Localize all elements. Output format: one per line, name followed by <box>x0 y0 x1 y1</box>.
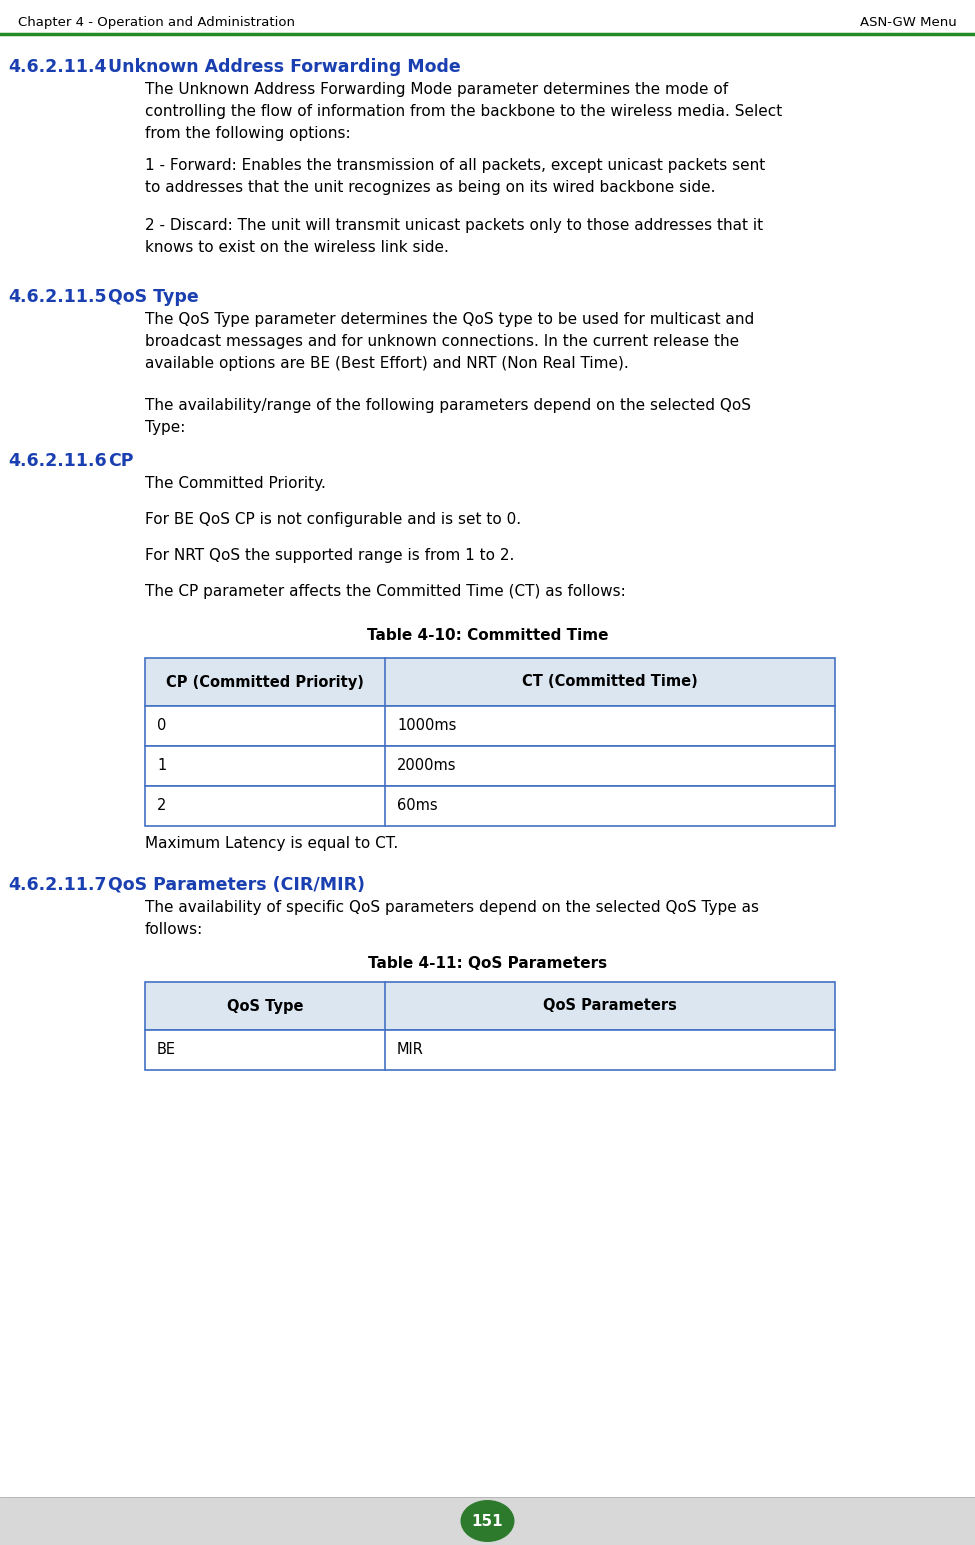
Text: 151: 151 <box>472 1514 503 1528</box>
Bar <box>145 786 835 827</box>
Text: For BE QoS CP is not configurable and is set to 0.: For BE QoS CP is not configurable and is… <box>145 511 521 527</box>
Text: 1000ms: 1000ms <box>397 718 456 734</box>
Text: 4.6.2.11.6: 4.6.2.11.6 <box>8 453 106 470</box>
Bar <box>145 746 835 786</box>
Text: 4.6.2.11.4: 4.6.2.11.4 <box>8 59 106 76</box>
Text: The availability/range of the following parameters depend on the selected QoS
Ty: The availability/range of the following … <box>145 399 751 436</box>
Text: The CP parameter affects the Committed Time (CT) as follows:: The CP parameter affects the Committed T… <box>145 584 626 599</box>
Bar <box>145 706 835 746</box>
Text: QoS Parameters (CIR/MIR): QoS Parameters (CIR/MIR) <box>108 876 365 895</box>
Ellipse shape <box>460 1500 515 1542</box>
Text: Maximum Latency is equal to CT.: Maximum Latency is equal to CT. <box>145 836 398 851</box>
Text: 2: 2 <box>157 799 167 814</box>
Text: CP: CP <box>108 453 134 470</box>
Text: Unknown Address Forwarding Mode: Unknown Address Forwarding Mode <box>108 59 461 76</box>
Text: 1 - Forward: Enables the transmission of all packets, except unicast packets sen: 1 - Forward: Enables the transmission of… <box>145 158 765 195</box>
Bar <box>145 983 835 1031</box>
Bar <box>145 1031 835 1071</box>
Text: 2 - Discard: The unit will transmit unicast packets only to those addresses that: 2 - Discard: The unit will transmit unic… <box>145 218 763 255</box>
Text: System Manual: System Manual <box>850 1530 957 1543</box>
Text: QoS Type: QoS Type <box>108 287 199 306</box>
Text: QoS Type: QoS Type <box>227 998 303 1014</box>
Text: Table 4-10: Committed Time: Table 4-10: Committed Time <box>367 627 608 643</box>
Text: 0: 0 <box>157 718 167 734</box>
Text: CP (Committed Priority): CP (Committed Priority) <box>166 675 364 689</box>
Text: 60ms: 60ms <box>397 799 438 814</box>
Bar <box>145 658 835 706</box>
Text: Chapter 4 - Operation and Administration: Chapter 4 - Operation and Administration <box>18 15 295 29</box>
Text: QoS Parameters: QoS Parameters <box>543 998 677 1014</box>
Text: The Unknown Address Forwarding Mode parameter determines the mode of
controlling: The Unknown Address Forwarding Mode para… <box>145 82 782 142</box>
Text: The QoS Type parameter determines the QoS type to be used for multicast and
broa: The QoS Type parameter determines the Qo… <box>145 312 755 371</box>
Text: For NRT QoS the supported range is from 1 to 2.: For NRT QoS the supported range is from … <box>145 548 515 562</box>
Text: MIR: MIR <box>397 1043 424 1057</box>
Text: 4.6.2.11.5: 4.6.2.11.5 <box>8 287 106 306</box>
Text: The Committed Priority.: The Committed Priority. <box>145 476 326 491</box>
Text: 1: 1 <box>157 759 167 774</box>
Text: BE: BE <box>157 1043 176 1057</box>
Text: 2000ms: 2000ms <box>397 759 456 774</box>
Text: The availability of specific QoS parameters depend on the selected QoS Type as
f: The availability of specific QoS paramet… <box>145 901 759 938</box>
Text: 4.6.2.11.7: 4.6.2.11.7 <box>8 876 106 895</box>
Text: BreezeMAX Extreme: BreezeMAX Extreme <box>18 1530 160 1543</box>
Text: CT (Committed Time): CT (Committed Time) <box>523 675 698 689</box>
Text: ASN-GW Menu: ASN-GW Menu <box>860 15 957 29</box>
Bar <box>0 1497 975 1545</box>
Text: Table 4-11: QoS Parameters: Table 4-11: QoS Parameters <box>368 956 607 970</box>
